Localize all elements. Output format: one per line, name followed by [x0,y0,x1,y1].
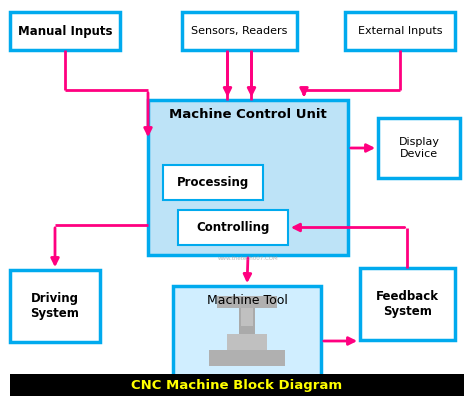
Text: External Inputs: External Inputs [358,26,442,36]
Text: Machine Control Unit: Machine Control Unit [169,107,327,120]
Text: Driving
System: Driving System [30,292,80,320]
FancyBboxPatch shape [360,268,455,340]
Text: Machine Tool: Machine Tool [207,294,287,306]
FancyBboxPatch shape [239,303,255,334]
Text: www.thetech007.COM: www.thetech007.COM [218,255,278,261]
FancyBboxPatch shape [241,308,253,326]
Text: Manual Inputs: Manual Inputs [18,24,112,38]
FancyBboxPatch shape [10,12,120,50]
FancyBboxPatch shape [10,374,464,396]
FancyBboxPatch shape [378,118,460,178]
FancyBboxPatch shape [163,165,263,200]
Text: Processing: Processing [177,176,249,189]
FancyBboxPatch shape [227,334,267,350]
FancyBboxPatch shape [345,12,455,50]
FancyBboxPatch shape [182,12,297,50]
Text: Sensors, Readers: Sensors, Readers [191,26,288,36]
FancyBboxPatch shape [148,100,348,255]
FancyBboxPatch shape [10,270,100,342]
FancyBboxPatch shape [217,296,277,308]
Text: Controlling: Controlling [196,221,270,234]
FancyBboxPatch shape [178,210,288,245]
FancyBboxPatch shape [173,286,321,376]
FancyBboxPatch shape [209,350,285,366]
Text: Display
Device: Display Device [399,137,439,159]
Text: CNC Machine Block Diagram: CNC Machine Block Diagram [131,379,343,391]
Text: Feedback
System: Feedback System [376,290,439,318]
